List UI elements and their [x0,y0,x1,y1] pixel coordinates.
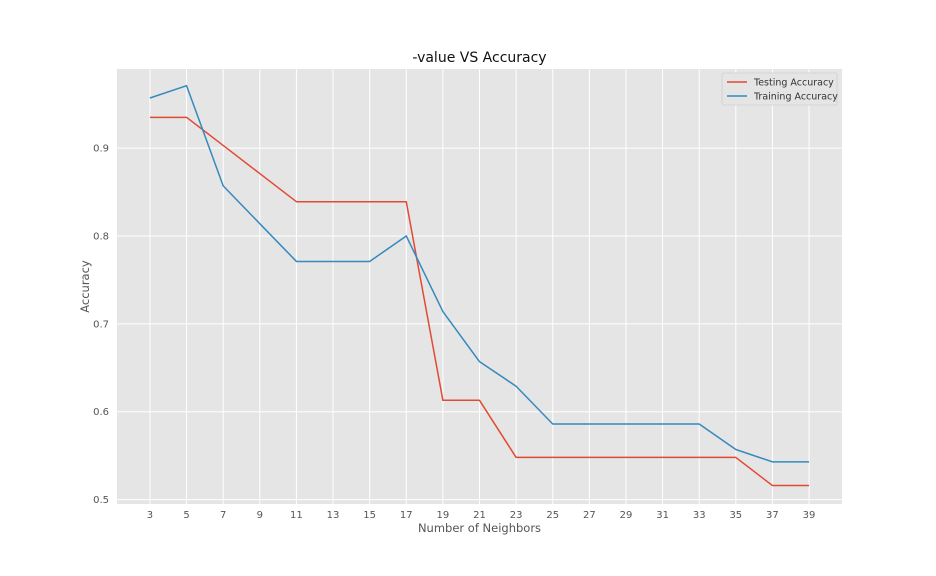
x-tick-label: 13 [327,510,340,521]
y-tick-label: 0.6 [93,407,109,418]
x-tick-label: 25 [546,510,559,521]
x-tick-label: 11 [290,510,303,521]
x-tick-label: 35 [729,510,742,521]
y-tick-label: 0.8 [93,231,109,242]
series [149,84,810,487]
x-tick-label: 37 [766,510,779,521]
x-tick-label: 19 [437,510,450,521]
x-tick-label: 31 [656,510,669,521]
legend-box [721,72,838,106]
x-tick-label: 9 [257,510,263,521]
x-tick-label: 29 [620,510,633,521]
x-tick-label: 21 [473,510,486,521]
x-tick-label: 15 [363,510,376,521]
x-tick-label: 3 [147,510,153,521]
legend-label: Testing Accuracy [753,78,834,89]
ticks: 3 5 7 9 11 13 15 17 19 21 23 25 27 29 31 33 35 37 390.50.6… [93,144,815,521]
y-tick-label: 0.9 [93,144,109,155]
x-axis-label: Number of Neighbors [418,521,541,535]
legend: Testing Accuracy Training Accuracy [721,72,838,106]
y-tick-label: 0.7 [93,319,109,330]
x-tick-label: 7 [220,510,226,521]
grid [117,69,842,504]
y-axis-label: Accuracy [78,260,92,313]
x-tick-label: 5 [183,510,189,521]
x-tick-label: 33 [693,510,706,521]
x-tick-label: 39 [803,510,816,521]
chart-title: -value VS Accuracy [412,50,546,66]
x-tick-label: 27 [583,510,596,521]
legend-label: Training Accuracy [753,92,838,103]
x-tick-label: 17 [400,510,413,521]
x-tick-label: 23 [510,510,523,521]
y-tick-label: 0.5 [93,495,109,506]
